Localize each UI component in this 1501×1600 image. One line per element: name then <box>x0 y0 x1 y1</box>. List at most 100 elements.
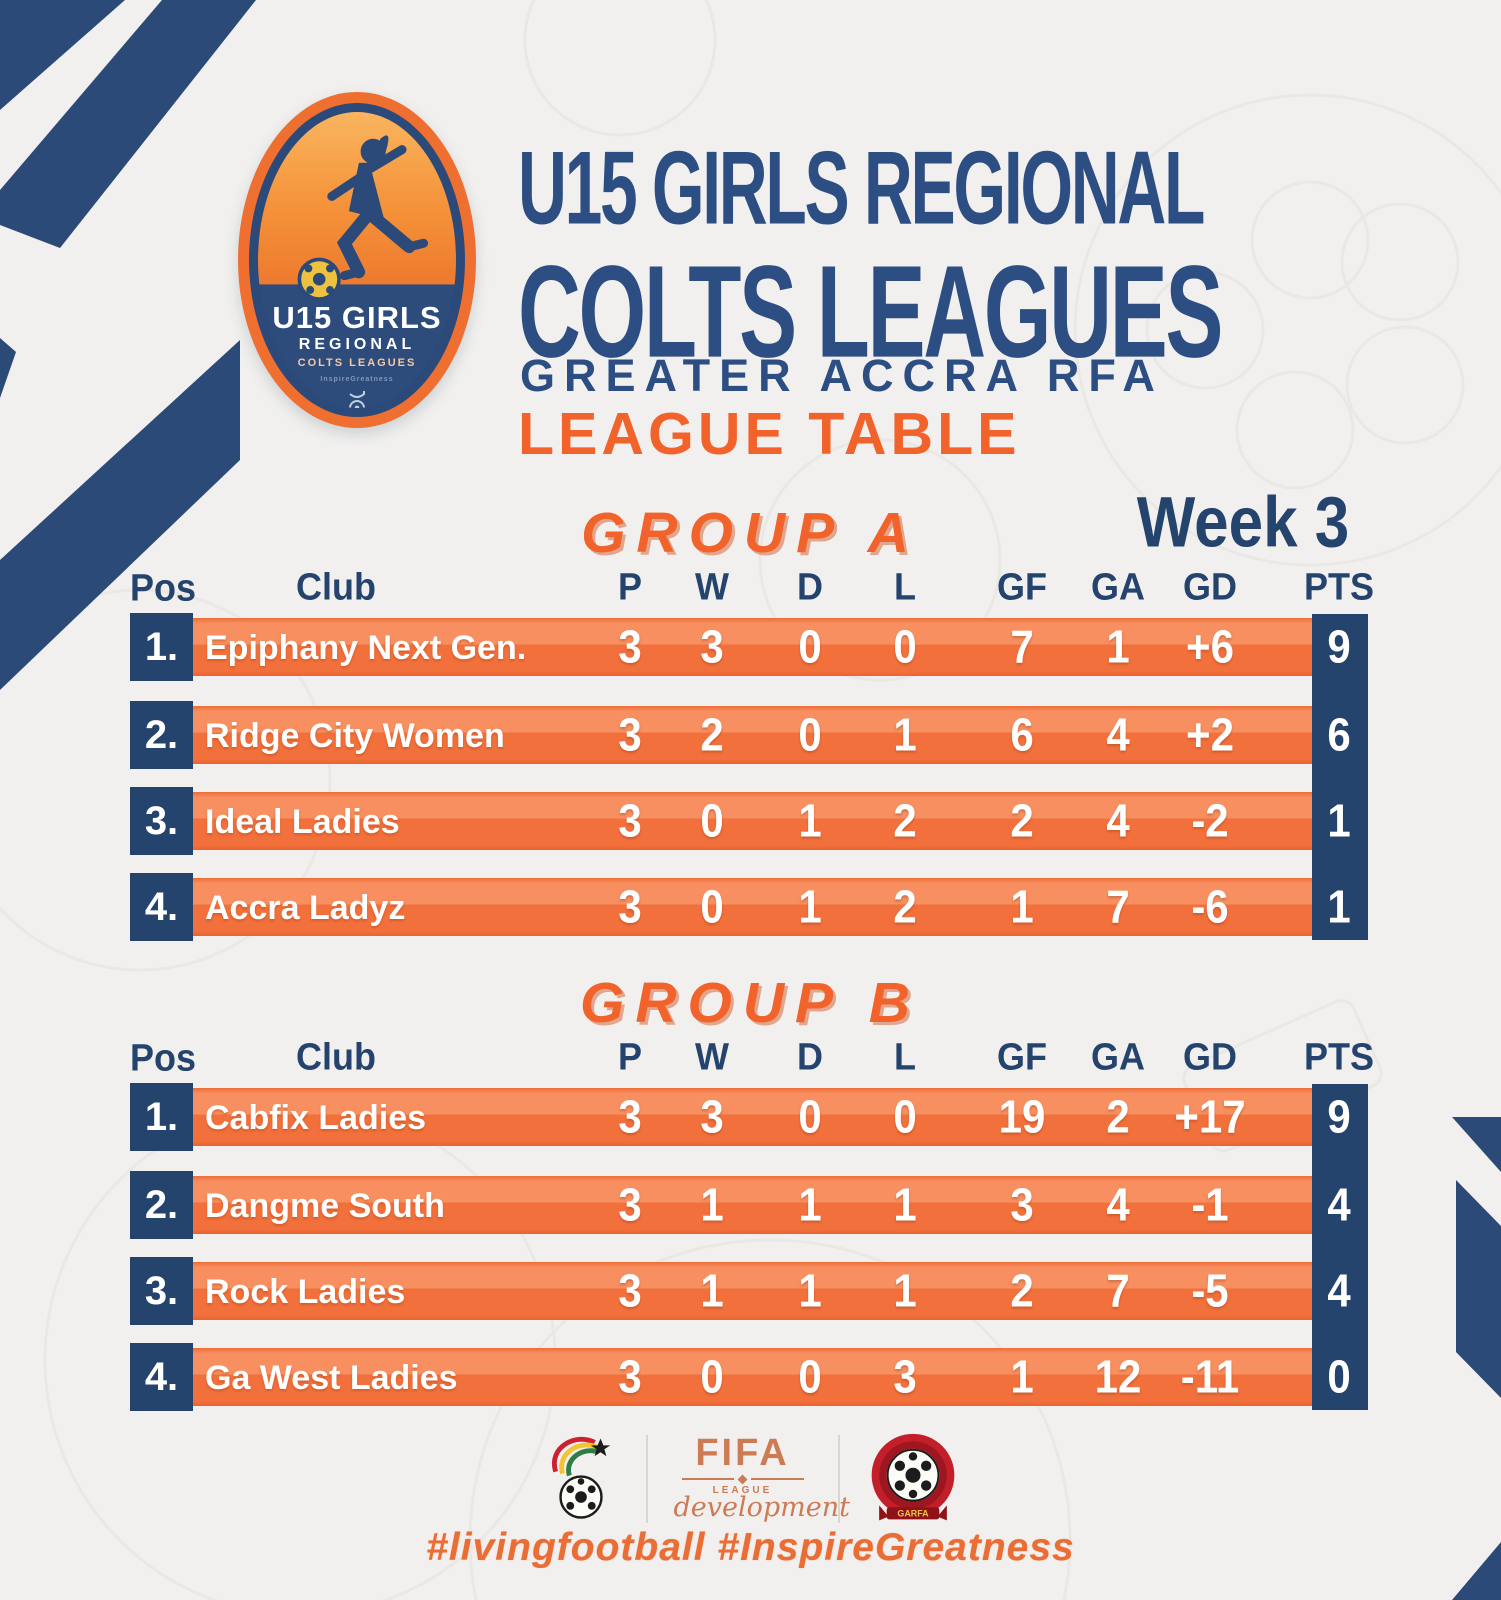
stat-drawn: 1 <box>798 1264 822 1317</box>
stat-played: 3 <box>618 708 642 761</box>
club-name: Ideal Ladies <box>205 803 400 841</box>
stat-goal-diff: -5 <box>1191 1264 1229 1317</box>
col-header-ga: GA <box>1091 1034 1145 1078</box>
row-bar <box>190 1088 1312 1146</box>
stat-lost: 0 <box>893 620 917 673</box>
badge-subtitle: REGIONAL <box>298 336 416 353</box>
stat-goals-for: 1 <box>1010 880 1034 933</box>
stat-drawn: 1 <box>798 794 822 847</box>
badge-title: U15 GIRLS <box>272 300 442 335</box>
table-row: 2. Dangme South 3 1 1 1 3 4 -1 4 <box>118 1171 1380 1239</box>
position-badge: 2. <box>130 701 193 769</box>
group-a-title: GROUP A <box>581 501 920 565</box>
table-row: 2. Ridge City Women 3 2 0 1 6 4 +2 6 <box>118 701 1380 769</box>
stat-drawn: 0 <box>798 1350 822 1403</box>
fifa-league-label: LEAGUE <box>712 1484 773 1496</box>
girl-kicking-silhouette <box>297 135 429 301</box>
stat-goal-diff: -11 <box>1180 1350 1240 1403</box>
col-header-gf: GF <box>997 564 1047 608</box>
table-row: 4. Accra Ladyz 3 0 1 2 1 7 -6 1 <box>118 873 1380 941</box>
stat-lost: 1 <box>893 1178 917 1231</box>
stat-lost: 0 <box>893 1090 917 1143</box>
club-name: Cabfix Ladies <box>205 1099 427 1137</box>
col-header-d: D <box>797 564 823 608</box>
stat-goals-against: 7 <box>1106 1264 1130 1317</box>
group-b-table: 1. Cabfix Ladies 3 3 0 0 19 2 +17 9 2. D… <box>118 1083 1380 1418</box>
club-name: Ga West Ladies <box>205 1359 458 1397</box>
group-a-header-row: Pos Club P W D L GF GA GD PTS <box>118 564 1380 610</box>
col-header-gd: GD <box>1183 1034 1237 1078</box>
stat-played: 3 <box>618 794 642 847</box>
col-header-pos: Pos <box>130 1036 197 1080</box>
garfa-logo: GARFA <box>871 1433 954 1521</box>
table-row: 4. Ga West Ladies 3 0 0 3 1 12 -11 0 <box>118 1343 1380 1411</box>
stat-played: 3 <box>618 1264 642 1317</box>
stat-played: 3 <box>618 1090 642 1143</box>
club-name: Ridge City Women <box>205 717 505 755</box>
stat-lost: 1 <box>893 1264 917 1317</box>
stat-goal-diff: -1 <box>1191 1178 1229 1231</box>
row-bar <box>190 618 1312 676</box>
stat-played: 3 <box>618 1178 642 1231</box>
table-row: 3. Ideal Ladies 3 0 1 2 2 4 -2 1 <box>118 787 1380 855</box>
group-b-title: GROUP B <box>580 971 921 1035</box>
gfa-logo <box>551 1436 610 1519</box>
stat-won: 0 <box>700 880 724 933</box>
stat-points: 9 <box>1327 620 1351 673</box>
stat-goal-diff: +2 <box>1186 708 1234 761</box>
stat-points: 9 <box>1327 1090 1351 1143</box>
position-badge: 4. <box>130 873 193 941</box>
fifa-rule-line <box>681 1474 804 1484</box>
stat-played: 3 <box>618 880 642 933</box>
row-bar <box>190 792 1312 850</box>
stat-goals-for: 3 <box>1010 1178 1034 1231</box>
row-bar <box>190 878 1312 936</box>
col-header-club: Club <box>296 1034 376 1078</box>
row-bar <box>190 1348 1312 1406</box>
hashtags-line: #livingfootball #InspireGreatness <box>426 1526 1075 1569</box>
table-row: 1. Cabfix Ladies 3 3 0 0 19 2 +17 9 <box>118 1083 1380 1151</box>
col-header-pos: Pos <box>130 566 197 610</box>
position-badge: 2. <box>130 1171 193 1239</box>
row-bar <box>190 1262 1312 1320</box>
position-badge: 1. <box>130 613 193 681</box>
group-a-table: 1. Epiphany Next Gen. 3 3 0 0 7 1 +6 9 2… <box>118 613 1380 948</box>
stat-goal-diff: -2 <box>1191 794 1229 847</box>
main-title-line2: COLTS LEAGUES <box>518 238 1223 385</box>
stat-won: 1 <box>700 1178 724 1231</box>
stat-goals-against: 4 <box>1106 708 1130 761</box>
week-label: Week 3 <box>1136 483 1350 563</box>
stat-lost: 2 <box>893 794 917 847</box>
col-header-p: P <box>617 1034 643 1078</box>
position-badge: 3. <box>130 787 193 855</box>
col-header-gd: GD <box>1183 564 1237 608</box>
col-header-d: D <box>797 1034 823 1078</box>
col-header-gf: GF <box>997 1034 1047 1078</box>
col-header-p: P <box>617 564 643 608</box>
fifa-development-label: development <box>673 1491 851 1523</box>
position-badge: 3. <box>130 1257 193 1325</box>
col-header-ga: GA <box>1091 564 1145 608</box>
stat-goals-against: 2 <box>1106 1090 1130 1143</box>
stat-goals-for: 6 <box>1010 708 1034 761</box>
club-name: Rock Ladies <box>205 1273 406 1311</box>
stat-points: 6 <box>1327 708 1351 761</box>
row-bar <box>190 706 1312 764</box>
position-badge: 4. <box>130 1343 193 1411</box>
stat-lost: 1 <box>893 708 917 761</box>
stat-won: 3 <box>700 1090 724 1143</box>
group-b-header-row: Pos Club P W D L GF GA GD PTS <box>118 1034 1380 1080</box>
stat-goals-against: 4 <box>1106 1178 1130 1231</box>
club-name: Accra Ladyz <box>205 889 406 927</box>
col-header-club: Club <box>296 564 376 608</box>
stat-goals-for: 2 <box>1010 1264 1034 1317</box>
stat-goal-diff: -6 <box>1191 880 1229 933</box>
stat-goal-diff: +17 <box>1174 1090 1246 1143</box>
fifa-wordmark: FIFA <box>695 1431 790 1474</box>
col-header-pts: PTS <box>1303 564 1375 608</box>
stat-won: 2 <box>700 708 724 761</box>
stat-points: 4 <box>1327 1264 1351 1317</box>
stat-points: 4 <box>1327 1178 1351 1231</box>
